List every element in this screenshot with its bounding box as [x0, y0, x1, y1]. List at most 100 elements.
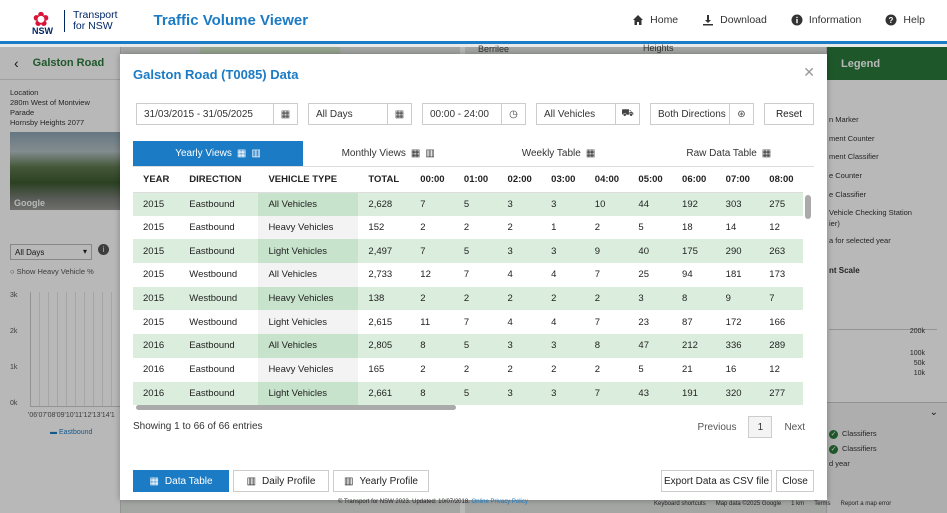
table-cell: 320 — [715, 381, 760, 406]
tab-yearly-views[interactable]: Yearly Views ▦ ▥ — [133, 141, 303, 166]
location-line2: Hornsby Heights 2077 — [10, 118, 85, 127]
table-cell: 3 — [541, 239, 585, 264]
date-range-field[interactable]: 31/03/2015 - 31/05/2025 ▦ — [136, 103, 298, 125]
table-row: 2016 Eastbound Heavy Vehicles 165 2 2 2 2 2 5 21 16… — [133, 357, 803, 382]
tab-monthly-views[interactable]: Monthly Views ▦ ▥ — [303, 141, 473, 166]
table-cell: 23 — [628, 310, 673, 335]
column-header[interactable]: YEAR — [133, 168, 180, 193]
column-header[interactable]: 08:00 — [759, 168, 803, 193]
scale-value: 10k — [913, 370, 925, 377]
terms-link[interactable]: Terms — [814, 501, 831, 507]
column-header[interactable]: 03:00 — [541, 168, 585, 193]
view-tabs: Yearly Views ▦ ▥ Monthly Views ▦ ▥ Weekl… — [133, 141, 814, 167]
nav-home[interactable]: Home — [632, 14, 678, 26]
vehicles-field[interactable]: All Vehicles ⛟ — [536, 103, 640, 125]
legend-header[interactable]: Legend — [827, 47, 947, 80]
legend-item: e Classifier — [829, 190, 867, 199]
column-header[interactable]: 04:00 — [584, 168, 629, 193]
series-label: Eastbound — [58, 429, 93, 436]
column-header[interactable]: VEHICLE TYPE — [258, 168, 359, 193]
column-header[interactable]: 01:00 — [453, 168, 498, 193]
legend-item: ment Classifier — [829, 152, 879, 161]
column-header[interactable]: 00:00 — [410, 168, 454, 193]
page-button[interactable]: 1 — [748, 416, 773, 438]
app-title[interactable]: Traffic Volume Viewer — [153, 12, 309, 29]
table-cell: 336 — [715, 334, 760, 358]
data-table-container[interactable]: YEAR DIRECTION VEHICLE TYPE TOTAL 00:00 01:00… — [133, 168, 814, 409]
table-cell: 2,661 — [358, 381, 411, 406]
nav-download[interactable]: Download — [702, 14, 767, 26]
table-cell: 8 — [410, 334, 454, 358]
keyboard-shortcuts-link[interactable]: Keyboard shortcuts — [654, 501, 706, 507]
calendar-icon[interactable]: ▦ — [387, 104, 411, 124]
nav-help-label: Help — [903, 14, 925, 26]
nav-home-label: Home — [650, 14, 679, 26]
car-icon[interactable]: ⛟ — [615, 104, 639, 124]
tab-raw-data-table[interactable]: Raw Data Table ▦ — [644, 141, 814, 166]
legend-filter[interactable]: ✓ Classifiers — [829, 429, 877, 439]
vertical-scrollbar[interactable] — [805, 195, 811, 219]
day-select[interactable]: All Days — [10, 244, 92, 260]
show-heavy-toggle[interactable]: ○ Show Heavy Vehicle % — [10, 267, 94, 276]
next-button[interactable]: Next — [784, 421, 805, 433]
table-cell: Heavy Vehicles — [258, 215, 359, 240]
info-icon[interactable]: i — [98, 244, 109, 255]
table-cell: 191 — [672, 381, 716, 406]
close-button[interactable]: Close — [776, 470, 814, 492]
table-cell: Westbound — [179, 286, 259, 311]
table-cell: 2,628 — [358, 192, 411, 216]
column-header[interactable]: 02:00 — [497, 168, 542, 193]
table-cell: 9 — [715, 286, 760, 311]
horizontal-scrollbar[interactable] — [136, 405, 456, 410]
calendar-icon[interactable]: ▦ — [273, 104, 297, 124]
column-header[interactable]: 07:00 — [715, 168, 760, 193]
table-cell: 7 — [453, 263, 498, 287]
reset-button[interactable]: Reset — [764, 103, 814, 125]
previous-button[interactable]: Previous — [697, 421, 737, 433]
days-field[interactable]: All Days ▦ — [308, 103, 412, 125]
back-arrow-icon[interactable]: ‹ — [14, 55, 19, 71]
directions-field[interactable]: Both Directions ⊛ — [650, 103, 754, 125]
table-cell: 2 — [541, 357, 585, 382]
daily-profile-button[interactable]: ▥ Daily Profile — [233, 470, 329, 492]
map-data-text: Map data ©2025 Google — [715, 501, 782, 507]
table-cell: Heavy Vehicles — [258, 286, 359, 311]
table-row: 2015 Eastbound Light Vehicles 2,497 7 5 3 3 9 40 1… — [133, 239, 803, 264]
column-header[interactable]: 06:00 — [672, 168, 716, 193]
data-table-button[interactable]: ▦ Data Table — [133, 470, 229, 492]
table-cell: 166 — [759, 310, 803, 335]
table-row: 2015 Westbound All Vehicles 2,733 12 7 4 4 7 25 94… — [133, 263, 803, 287]
column-header[interactable]: 05:00 — [628, 168, 673, 193]
chevron-down-icon[interactable]: ⌄ — [929, 407, 938, 418]
table-cell: 18 — [672, 215, 716, 240]
table-cell: 275 — [759, 192, 803, 216]
table-cell: 212 — [672, 334, 716, 358]
yearly-profile-button[interactable]: ▥ Yearly Profile — [333, 470, 429, 492]
table-cell: 5 — [628, 357, 673, 382]
table-cell: 2015 — [133, 192, 180, 216]
street-view-photo[interactable]: Google — [10, 132, 121, 210]
nsw-logo[interactable]: ✿ Transport for NSW — [30, 9, 118, 32]
nav-help[interactable]: ? Help — [885, 14, 925, 26]
time-range-field[interactable]: 00:00 - 24:00 ◷ — [422, 103, 526, 125]
location-label: Location — [10, 88, 39, 97]
report-error-link[interactable]: Report a map error — [840, 501, 892, 507]
table-cell: 7 — [759, 286, 803, 311]
clock-icon[interactable]: ◷ — [501, 104, 525, 124]
column-header[interactable]: TOTAL — [358, 168, 411, 193]
filter-bar: 31/03/2015 - 31/05/2025 ▦ All Days ▦ 00:… — [136, 103, 814, 125]
bar-chart-icon: ▥ — [246, 475, 257, 487]
table-cell: 12 — [410, 263, 454, 287]
legend-filter[interactable]: ✓ Classifiers — [829, 444, 877, 454]
export-csv-button[interactable]: Export Data as CSV file — [661, 470, 772, 492]
site-panel-header: ‹ Galston Road — [0, 47, 120, 80]
table-icon: ▦ — [149, 475, 159, 487]
column-header[interactable]: DIRECTION — [179, 168, 259, 193]
google-watermark: Google — [14, 198, 45, 208]
close-icon[interactable]: ✕ — [803, 64, 815, 80]
tab-weekly-table[interactable]: Weekly Table ▦ — [473, 141, 643, 166]
table-cell: 25 — [628, 263, 673, 287]
nav-information[interactable]: Information — [791, 14, 861, 26]
privacy-link[interactable]: Online Privacy Policy — [471, 499, 528, 505]
compass-icon[interactable]: ⊛ — [729, 104, 753, 124]
